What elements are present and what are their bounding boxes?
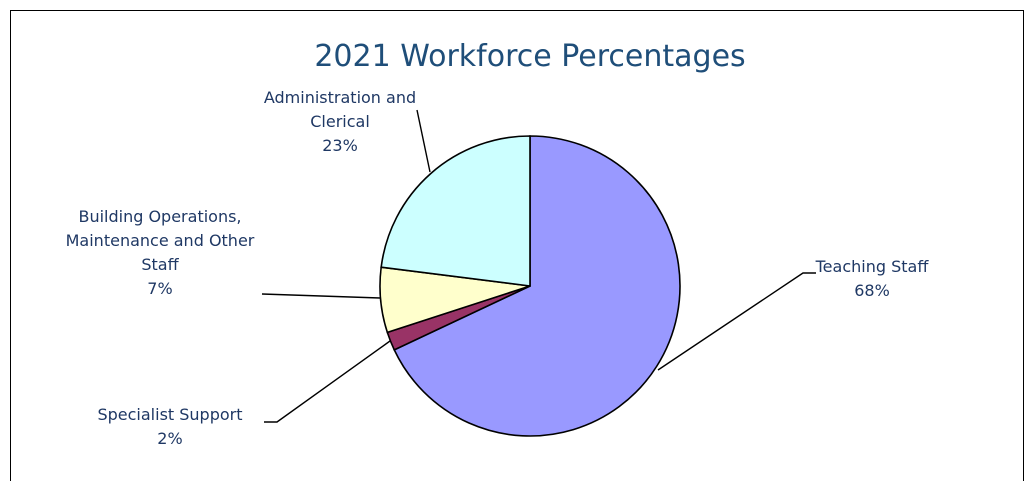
chart-title: 2021 Workforce Percentages [314,39,745,74]
leader-line-2 [264,340,391,423]
slice-category-label: Maintenance and Other [66,231,255,250]
leader-lines [261,109,816,423]
slice-labels: Teaching Staff 68% Specialist Support 2% Bui… [66,88,930,448]
pie-slice-1 [393,135,681,437]
leader-line-4 [416,109,431,173]
leader-line-1 [657,272,816,371]
slice-percent-label: 23% [322,136,358,155]
slice-percent-label: 68% [854,281,890,300]
pie-slice-4 [380,135,531,287]
slice-percent-label: 7% [147,279,172,298]
slice-category-label: Building Operations, [78,207,241,226]
slice-percent-label: 2% [157,429,182,448]
leader-line-3 [261,293,381,299]
slice-category-label: Teaching Staff [815,257,930,276]
slice-category-label: Staff [141,255,179,274]
slice-category-label: Clerical [310,112,370,131]
pie-slices [379,135,681,437]
slice-category-label: Administration and [264,88,416,107]
slice-category-label: Specialist Support [97,405,242,424]
